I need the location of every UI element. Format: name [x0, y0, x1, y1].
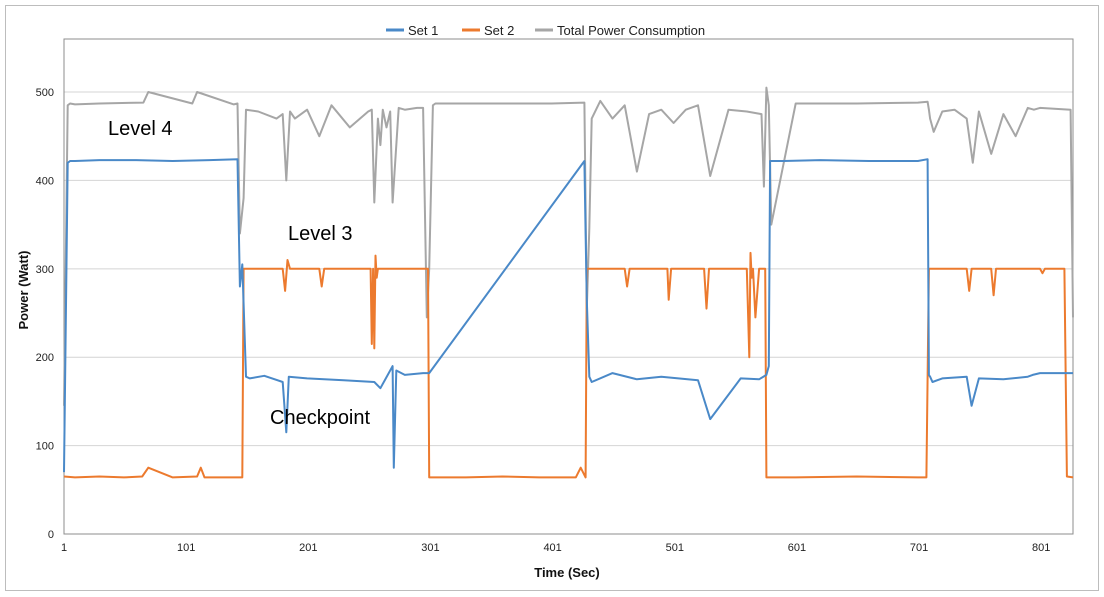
- y-tick-label: 200: [36, 352, 54, 364]
- x-tick-label: 301: [421, 542, 439, 554]
- annotation-level-4: Level 4: [108, 118, 173, 140]
- grid-lines: [64, 91, 1073, 447]
- x-tick-label: 401: [543, 542, 561, 554]
- x-axis-ticks: 1 101 201 301 401 501 601 701 801: [61, 542, 1050, 554]
- x-tick-label: 801: [1032, 542, 1050, 554]
- x-tick-label: 701: [910, 542, 928, 554]
- series-line-total-power-consumption: [63, 86, 1074, 406]
- y-axis-ticks: 0 100 200 300 400 500: [36, 87, 54, 541]
- legend-label: Total Power Consumption: [557, 23, 705, 38]
- x-tick-label: 201: [299, 542, 317, 554]
- y-axis-label: Power (Watt): [16, 251, 31, 330]
- x-tick-label: 501: [666, 542, 684, 554]
- annotation-level-3: Level 3: [288, 223, 353, 245]
- legend-label: Set 2: [484, 23, 514, 38]
- x-axis-label: Time (Sec): [534, 565, 600, 580]
- x-tick-label: 1: [61, 542, 67, 554]
- legend-label: Set 1: [408, 23, 438, 38]
- plot-area-border: [63, 38, 1074, 535]
- x-tick-label: 101: [177, 542, 195, 554]
- y-tick-label: 500: [36, 87, 54, 99]
- y-tick-label: 300: [36, 264, 54, 276]
- series-line-set-1: [63, 158, 1073, 473]
- y-tick-label: 0: [48, 529, 54, 541]
- series-line-set-2: [63, 251, 1074, 479]
- x-tick-label: 601: [788, 542, 806, 554]
- y-tick-label: 100: [36, 441, 54, 453]
- series-lines: [63, 86, 1074, 479]
- annotation-checkpoint: Checkpoint: [270, 407, 371, 429]
- legend: Set 1 Set 2 Total Power Consumption: [386, 23, 705, 38]
- y-tick-label: 400: [36, 175, 54, 187]
